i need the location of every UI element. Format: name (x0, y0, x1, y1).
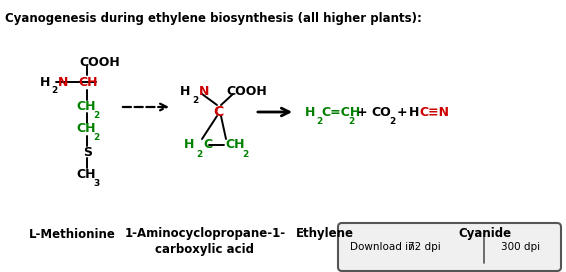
Text: carboxylic acid: carboxylic acid (156, 243, 255, 256)
Text: C: C (213, 105, 223, 119)
Text: N: N (199, 85, 209, 97)
Text: CH: CH (78, 76, 97, 88)
Text: CH: CH (225, 138, 245, 152)
Text: +: + (397, 106, 408, 119)
Text: 1-Aminocyclopropane-1-: 1-Aminocyclopropane-1- (125, 227, 286, 240)
Text: COOH: COOH (79, 55, 120, 69)
Text: 2: 2 (348, 116, 354, 125)
Text: 2: 2 (93, 134, 99, 143)
Text: C: C (203, 138, 212, 152)
Text: 300 dpi: 300 dpi (501, 242, 541, 252)
Text: COOH: COOH (226, 85, 267, 97)
Text: 2: 2 (316, 116, 322, 125)
Text: 2: 2 (196, 150, 202, 159)
Text: H: H (305, 106, 315, 119)
Text: S: S (83, 146, 92, 159)
Text: CO: CO (371, 106, 391, 119)
Text: C=CH: C=CH (321, 106, 360, 119)
Text: 3: 3 (93, 178, 99, 187)
Text: 2: 2 (389, 116, 395, 125)
Text: C≡N: C≡N (419, 106, 449, 119)
Text: 2: 2 (242, 150, 248, 159)
Text: H: H (409, 106, 419, 119)
Text: CH: CH (76, 100, 96, 113)
Text: H: H (180, 85, 190, 97)
Text: N: N (58, 76, 68, 88)
Text: CH: CH (76, 168, 96, 181)
Text: Cyanogenesis during ethylene biosynthesis (all higher plants):: Cyanogenesis during ethylene biosynthesi… (5, 12, 422, 25)
Text: 2: 2 (93, 110, 99, 119)
Text: H: H (40, 76, 50, 88)
Text: +: + (357, 106, 368, 119)
Text: L-Methionine: L-Methionine (28, 227, 115, 240)
Text: Cyanide: Cyanide (458, 227, 512, 240)
Text: 2: 2 (51, 85, 57, 94)
Text: 72 dpi: 72 dpi (408, 242, 440, 252)
Text: Ethylene: Ethylene (296, 227, 354, 240)
Text: Download in:: Download in: (350, 242, 418, 252)
Text: 2: 2 (192, 95, 198, 104)
Text: H: H (184, 138, 194, 152)
Text: CH: CH (76, 122, 96, 135)
FancyBboxPatch shape (338, 223, 561, 271)
